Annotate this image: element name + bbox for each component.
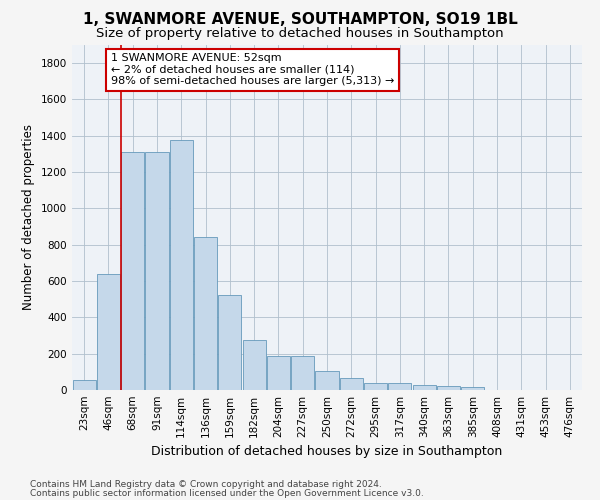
Text: Contains HM Land Registry data © Crown copyright and database right 2024.: Contains HM Land Registry data © Crown c…	[30, 480, 382, 489]
Bar	[145, 152, 169, 390]
Bar	[194, 236, 217, 390]
Bar	[218, 294, 241, 390]
Bar	[170, 140, 193, 390]
Text: 1 SWANMORE AVENUE: 52sqm
← 2% of detached houses are smaller (114)
98% of semi-d: 1 SWANMORE AVENUE: 52sqm ← 2% of detache…	[111, 53, 394, 86]
Bar	[121, 152, 144, 390]
Bar	[73, 380, 95, 390]
Bar	[242, 340, 266, 390]
Y-axis label: Number of detached properties: Number of detached properties	[22, 124, 35, 310]
Bar	[340, 378, 363, 390]
Bar	[413, 385, 436, 390]
Bar	[97, 274, 120, 390]
Text: Size of property relative to detached houses in Southampton: Size of property relative to detached ho…	[96, 28, 504, 40]
Bar	[461, 388, 484, 390]
Bar	[364, 383, 387, 390]
Bar	[388, 383, 412, 390]
Text: Contains public sector information licensed under the Open Government Licence v3: Contains public sector information licen…	[30, 489, 424, 498]
Text: 1, SWANMORE AVENUE, SOUTHAMPTON, SO19 1BL: 1, SWANMORE AVENUE, SOUTHAMPTON, SO19 1B…	[83, 12, 517, 28]
Bar	[267, 356, 290, 390]
Bar	[437, 386, 460, 390]
Bar	[316, 371, 338, 390]
Bar	[291, 356, 314, 390]
X-axis label: Distribution of detached houses by size in Southampton: Distribution of detached houses by size …	[151, 446, 503, 458]
